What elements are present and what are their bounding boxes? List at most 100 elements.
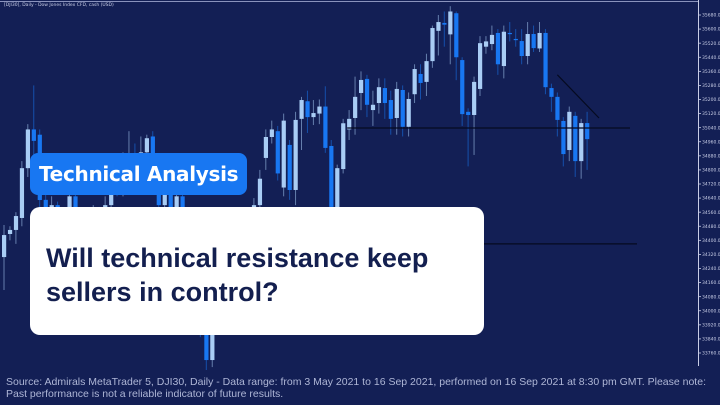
y-tick-label: 34560.00 <box>702 210 720 216</box>
candle-body <box>7 229 13 234</box>
candle-body <box>442 22 447 25</box>
candle-body <box>573 115 578 162</box>
candle <box>579 118 584 179</box>
candle <box>454 11 459 81</box>
candle-body <box>311 113 316 118</box>
candle <box>269 120 274 144</box>
candle <box>501 25 506 79</box>
candle <box>466 108 471 167</box>
y-tick-label: 33840.00 <box>702 337 720 343</box>
candle <box>418 64 423 100</box>
candle-body <box>394 88 399 118</box>
candle <box>275 125 280 181</box>
y-tick-label: 33920.00 <box>702 322 720 328</box>
candle <box>531 25 536 52</box>
candle-body <box>585 123 590 140</box>
candle <box>305 90 310 133</box>
candle <box>31 85 36 161</box>
candle <box>281 113 286 197</box>
candle <box>436 15 441 56</box>
candle <box>25 124 30 177</box>
y-tick-label: 34640.00 <box>702 196 720 202</box>
candle-body <box>567 111 572 151</box>
candle <box>549 83 554 112</box>
candle <box>442 11 447 47</box>
y-tick-label: 35120.00 <box>702 111 720 117</box>
candle <box>567 106 572 162</box>
candle <box>341 118 346 174</box>
candle <box>406 92 411 137</box>
candle <box>263 129 268 170</box>
candle <box>382 78 387 119</box>
candle <box>561 117 566 167</box>
candle-body <box>448 11 453 35</box>
y-tick-label: 34160.00 <box>702 280 720 286</box>
candle-body <box>513 38 518 41</box>
candle-body <box>454 13 459 58</box>
candle-body <box>483 41 489 47</box>
y-tick-label: 33760.00 <box>702 351 720 357</box>
candle <box>472 76 477 155</box>
candle <box>388 90 393 135</box>
candle <box>519 29 524 65</box>
candle-body <box>424 61 429 82</box>
y-tick-label: 34240.00 <box>702 266 720 272</box>
y-tick-label: 35040.00 <box>702 125 720 131</box>
candle <box>424 53 429 96</box>
candle-body <box>210 319 215 361</box>
candle <box>555 92 560 137</box>
candle <box>495 29 501 75</box>
candle-body <box>204 328 209 361</box>
candle <box>478 36 483 96</box>
candle-body <box>13 216 19 230</box>
candle-body <box>531 34 536 49</box>
candle <box>400 85 405 137</box>
candle-body <box>466 111 471 115</box>
candle-body <box>364 78 370 105</box>
candle <box>507 22 512 42</box>
candle <box>311 100 316 126</box>
y-tick-label: 34320.00 <box>702 252 720 258</box>
category-badge: Technical Analysis <box>30 153 248 195</box>
headline-card: Will technical resistance keep sellers i… <box>30 207 484 335</box>
candle-body <box>323 106 328 148</box>
candle-body <box>269 129 274 137</box>
candle <box>543 29 548 95</box>
candle <box>525 22 530 65</box>
candle-body <box>478 43 483 89</box>
candle <box>585 111 590 170</box>
candle-body <box>370 104 376 111</box>
candle-body <box>388 100 393 119</box>
candle <box>483 36 489 54</box>
candle-body <box>460 60 465 115</box>
candle-body <box>257 178 263 206</box>
y-tick-label: 35600.00 <box>702 27 720 33</box>
y-tick-label: 35520.00 <box>702 41 720 47</box>
candle-body <box>561 120 566 155</box>
candle-body <box>329 145 334 207</box>
candle-body <box>418 73 423 83</box>
y-tick-label: 34800.00 <box>702 168 720 174</box>
candle <box>489 25 495 51</box>
candle <box>293 111 298 206</box>
y-tick-label: 34960.00 <box>702 139 720 145</box>
candle-body <box>430 28 435 62</box>
candle <box>460 57 465 126</box>
candle-body <box>406 98 411 127</box>
candle <box>13 212 19 244</box>
candle-body <box>495 32 501 65</box>
candle <box>448 6 453 65</box>
candle-body <box>579 123 584 162</box>
candle <box>412 64 417 104</box>
y-tick-label: 35200.00 <box>702 97 720 103</box>
candle-body <box>275 131 280 174</box>
candle <box>257 169 263 213</box>
candle <box>573 111 578 177</box>
candle-body <box>555 96 560 120</box>
candle-body <box>400 89 405 127</box>
candle-body <box>341 123 346 170</box>
candle <box>359 71 364 111</box>
y-tick-label: 35440.00 <box>702 55 720 61</box>
candle-body <box>543 32 548 88</box>
candle-body <box>359 79 364 93</box>
